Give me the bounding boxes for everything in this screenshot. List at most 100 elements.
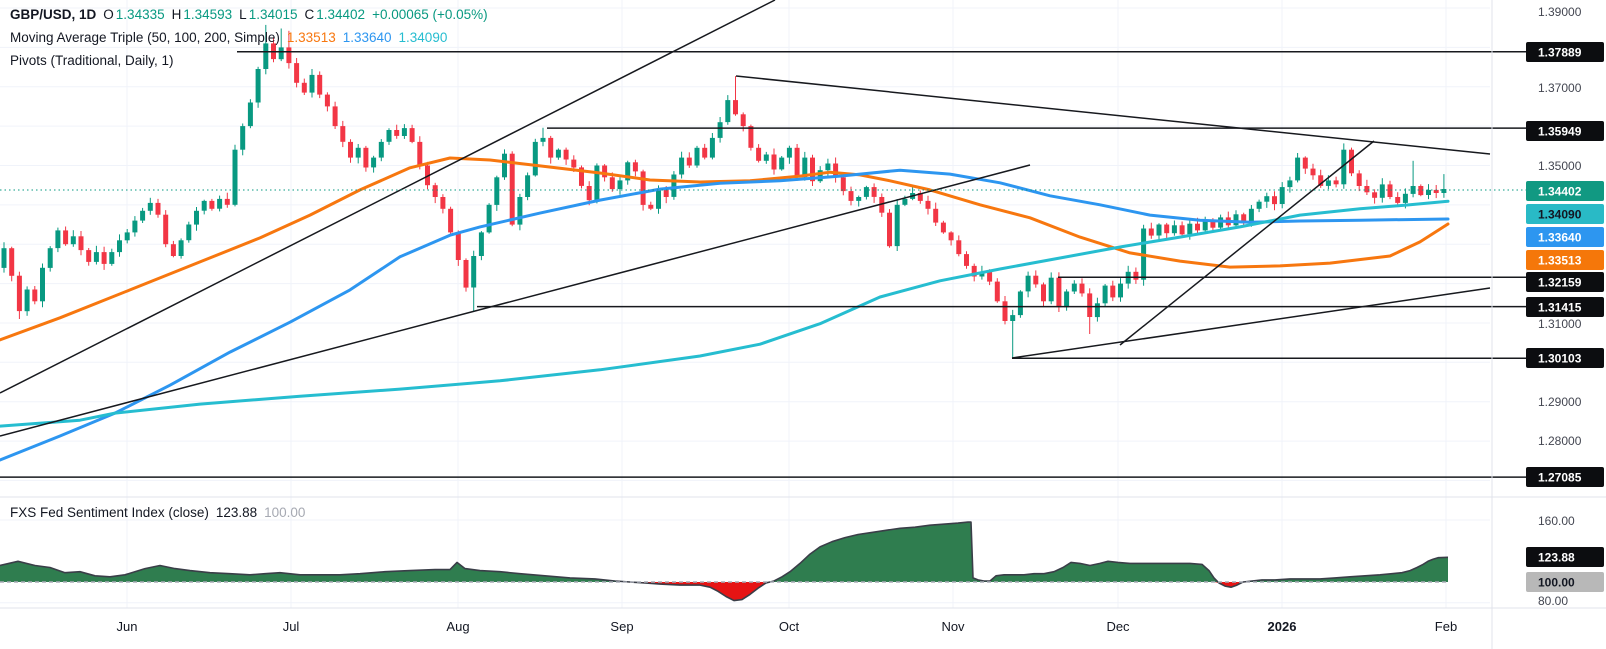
price-axis-badge-label: 1.33513 bbox=[1538, 254, 1582, 268]
candle-body bbox=[471, 256, 477, 288]
price-axis-label: 160.00 bbox=[1538, 514, 1575, 528]
candle-body bbox=[278, 47, 284, 60]
candle-body bbox=[170, 244, 176, 256]
trendline-steep-ascending-wedge[interactable] bbox=[1119, 140, 1375, 346]
candle-body bbox=[478, 232, 484, 256]
ma200-value: 1.34090 bbox=[398, 30, 448, 45]
candle-body bbox=[748, 126, 754, 148]
candle-body bbox=[1395, 197, 1401, 203]
candle bbox=[579, 165, 584, 189]
candle-body bbox=[833, 163, 839, 178]
candle-body bbox=[432, 185, 438, 197]
candle bbox=[948, 231, 954, 246]
candle bbox=[1064, 289, 1070, 311]
sentiment-indicator-legend-row[interactable]: FXS Fed Sentiment Index (close) 123.88 1… bbox=[10, 505, 305, 521]
candle-body bbox=[1071, 283, 1077, 292]
candle-body bbox=[525, 175, 531, 197]
candle-body bbox=[124, 232, 130, 241]
candle-body bbox=[571, 159, 577, 168]
price-axis-label: 1.31000 bbox=[1538, 317, 1582, 331]
price-axis-label: 1.39000 bbox=[1538, 5, 1582, 19]
pivots-indicator-legend-row[interactable]: Pivots (Traditional, Daily, 1) bbox=[10, 53, 174, 69]
candle-body bbox=[394, 130, 400, 136]
time-axis-label: 2026 bbox=[1268, 619, 1297, 634]
candle-body bbox=[671, 174, 677, 197]
candle bbox=[409, 124, 415, 144]
candle bbox=[9, 246, 15, 282]
candle-body bbox=[563, 149, 569, 160]
candle bbox=[779, 156, 785, 171]
symbol-legend-row[interactable]: GBP/USD, 1D O 1.34335 H 1.34593 L 1.34015 C… bbox=[10, 7, 488, 23]
candle bbox=[232, 144, 238, 207]
candle-body bbox=[532, 141, 538, 176]
candle-body bbox=[548, 137, 554, 158]
candle-body bbox=[463, 260, 469, 288]
candle-body bbox=[586, 186, 592, 201]
candle-body bbox=[448, 208, 454, 233]
candle-body bbox=[224, 198, 230, 205]
candle bbox=[294, 58, 300, 88]
candle-body bbox=[1356, 173, 1362, 186]
trendline-ascending-secondary[interactable] bbox=[0, 164, 1031, 437]
candle bbox=[1033, 270, 1039, 288]
candle-body bbox=[401, 128, 407, 136]
candle bbox=[1118, 278, 1123, 302]
candle bbox=[140, 207, 146, 223]
candle-body bbox=[632, 162, 638, 172]
candle bbox=[1441, 174, 1447, 198]
candle-body bbox=[255, 69, 261, 103]
sentiment-value: 123.88 bbox=[215, 505, 258, 520]
candle bbox=[1017, 290, 1023, 318]
candle bbox=[702, 143, 708, 160]
candle bbox=[363, 145, 369, 172]
sentiment-pane bbox=[0, 521, 1449, 602]
candle bbox=[32, 286, 38, 305]
candle bbox=[756, 144, 762, 163]
price-axis-badge bbox=[1526, 181, 1604, 201]
candle bbox=[286, 30, 292, 69]
candle bbox=[147, 197, 153, 215]
time-axis-label: Oct bbox=[779, 619, 800, 634]
candle bbox=[40, 263, 45, 308]
candle bbox=[132, 216, 138, 237]
time-axis-pane[interactable] bbox=[0, 608, 1606, 649]
candle bbox=[532, 138, 538, 177]
candle-body bbox=[1210, 220, 1216, 228]
pivots-indicator-title[interactable]: Pivots (Traditional, Daily, 1) bbox=[10, 53, 174, 68]
trendline-ascending-major[interactable] bbox=[0, 0, 776, 394]
candle bbox=[1233, 210, 1239, 229]
trendline-descending-from-sep-peak[interactable] bbox=[735, 75, 1491, 155]
candle-body bbox=[1341, 149, 1347, 185]
candle bbox=[70, 230, 76, 247]
candle bbox=[317, 71, 323, 99]
candle bbox=[648, 201, 654, 211]
ma-indicator-title[interactable]: Moving Average Triple (50, 100, 200, Sim… bbox=[10, 30, 280, 45]
trendline-ascending-from-nov-low[interactable] bbox=[1011, 287, 1491, 359]
candle bbox=[871, 183, 877, 203]
candle bbox=[471, 250, 477, 312]
candle-body bbox=[263, 43, 269, 69]
candle-body bbox=[1048, 277, 1054, 302]
sentiment-indicator-title[interactable]: FXS Fed Sentiment Index (close) bbox=[10, 505, 209, 520]
symbol-title[interactable]: GBP/USD, 1D bbox=[10, 7, 97, 22]
high-label: H bbox=[171, 7, 182, 22]
ma-indicator-legend-row[interactable]: Moving Average Triple (50, 100, 200, Sim… bbox=[10, 30, 447, 46]
candle-body bbox=[9, 248, 15, 276]
candle-body bbox=[1287, 180, 1293, 188]
candle bbox=[1349, 147, 1354, 177]
candle bbox=[517, 193, 523, 231]
candle-body bbox=[940, 222, 946, 233]
candle bbox=[1171, 220, 1177, 236]
candle-body bbox=[378, 141, 384, 158]
candle-body bbox=[1087, 293, 1093, 317]
candle bbox=[378, 139, 384, 162]
candle-body bbox=[1387, 184, 1393, 197]
candle bbox=[725, 95, 731, 125]
price-axis-badge-label: 1.31415 bbox=[1538, 301, 1582, 315]
candle-body bbox=[1179, 225, 1185, 235]
candle bbox=[86, 248, 92, 266]
candle-body bbox=[1002, 301, 1008, 321]
candle bbox=[810, 154, 815, 186]
candle bbox=[879, 193, 885, 217]
